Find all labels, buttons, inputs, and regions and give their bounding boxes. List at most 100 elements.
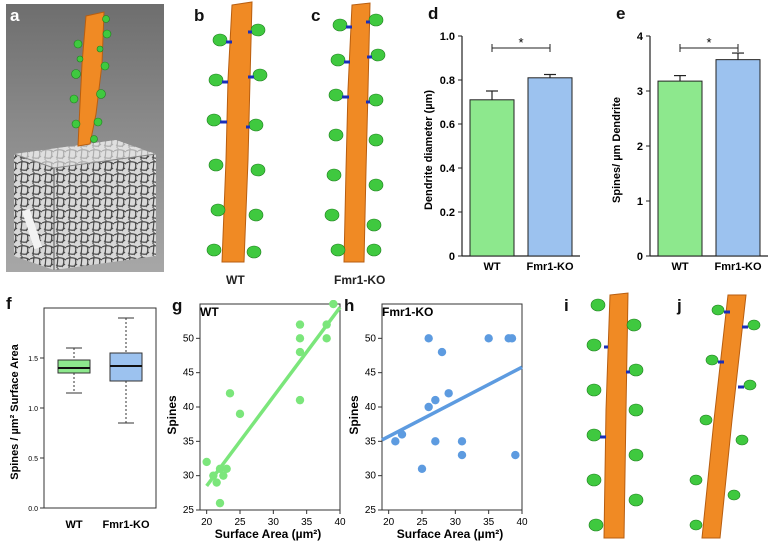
x-tick-label: 25 (234, 517, 246, 528)
x-tick-label: 20 (201, 517, 213, 528)
y-tick-label: 0.4 (440, 163, 456, 175)
y-tick-label: 0.8 (440, 75, 455, 87)
y-tick-label: 35 (183, 436, 195, 447)
y-tick-label: 1.5 (28, 356, 38, 363)
y-tick-label: 0.6 (440, 119, 455, 131)
scatter-point (511, 450, 520, 460)
x-tick-label: 25 (416, 517, 428, 528)
x-tick-label: 35 (301, 517, 313, 528)
panel-label-f: f (6, 294, 12, 313)
y-tick-label: 45 (183, 368, 195, 379)
scatter-point (215, 464, 225, 473)
y-tick-label: 0.2 (440, 207, 455, 219)
x-tick-label: 40 (516, 517, 528, 528)
scatter-point (329, 300, 338, 309)
significance-star: * (706, 35, 711, 50)
y-tick-label: 1.0 (28, 406, 38, 413)
panel-label-b: b (194, 6, 205, 25)
y-tick-label: 1.0 (440, 31, 455, 43)
panel-label-h: h (344, 296, 355, 315)
y-tick-label: 2 (637, 141, 643, 153)
y-tick-label: 40 (365, 402, 377, 413)
y-tick-label: 0.5 (28, 456, 38, 463)
x-axis-label: Surface Area (µm²) (215, 527, 322, 541)
y-tick-label: 30 (365, 471, 377, 482)
scatter-point (222, 464, 231, 473)
scatter-point (295, 347, 305, 357)
chart-scatter-ko: Fmr1-KO Spines Surface Area (µm²) 20 25 30… (347, 303, 528, 541)
scatter-point (397, 430, 407, 439)
y-tick-label: 0 (449, 251, 455, 263)
scatter-point (295, 320, 305, 329)
x-tick-label: Fmr1-KO (102, 519, 150, 531)
dendrite-render-j (689, 294, 761, 539)
regression-line (205, 306, 342, 488)
regression-line (381, 365, 523, 442)
y-tick-label: 25 (365, 505, 377, 516)
plot-frame (381, 303, 523, 511)
dendrite-render-wt (206, 1, 268, 263)
box-wt (57, 359, 91, 374)
y-tick-label: 50 (365, 333, 377, 344)
chart-title: Fmr1-KO (382, 305, 433, 319)
plot-frame (43, 307, 157, 509)
x-tick-label: WT (65, 519, 82, 531)
y-tick-label: 50 (183, 333, 195, 344)
panel-label-e: e (616, 4, 626, 23)
panel-label-c: c (311, 6, 321, 25)
dendrite-render-i (586, 292, 644, 539)
scatter-point (322, 334, 331, 343)
y-tick-label: 0 (637, 251, 643, 263)
scatter-point (235, 409, 245, 419)
bar-wt (469, 99, 515, 257)
y-tick-label: 0.0 (28, 506, 38, 513)
bar-wt (657, 80, 703, 257)
scatter-point (424, 334, 433, 343)
y-axis-label: Spines/ µm Dendrite (611, 97, 623, 203)
x-tick-label: 40 (334, 517, 346, 528)
x-tick-label: 30 (450, 517, 462, 528)
y-axis-label: Spines (347, 395, 361, 435)
scatter-point (457, 450, 467, 460)
scatter-point (507, 334, 517, 343)
scatter-point (295, 395, 305, 405)
chart-spine-density: Spines/ µm Dendrite 0 1 2 3 4 WT Fmr1-KO * (611, 31, 768, 273)
x-tick-label: WT (483, 261, 500, 273)
x-tick-label: WT (671, 261, 688, 273)
scatter-point (322, 320, 331, 329)
chart-title: WT (200, 305, 219, 319)
render-caption-wt: WT (226, 273, 245, 287)
y-tick-label: 25 (183, 505, 195, 516)
x-tick-label: Fmr1-KO (526, 261, 574, 273)
scatter-point (417, 464, 427, 473)
panel-label-a: a (10, 6, 20, 25)
significance-star: * (518, 35, 523, 50)
scatter-point (424, 402, 433, 412)
y-axis-label: Spines (165, 395, 179, 435)
scatter-point (484, 334, 493, 343)
panel-label-g: g (172, 296, 183, 315)
chart-dendrite-diameter: Dendrite diameter (µm) 0 0.2 0.4 0.6 0.8 1.0 W… (423, 31, 580, 273)
scatter-point (225, 389, 235, 398)
scatter-point (437, 347, 447, 357)
y-tick-label: 35 (365, 436, 377, 447)
scatter-point (431, 395, 440, 405)
y-tick-label: 30 (183, 471, 195, 482)
em-volume-image (6, 4, 164, 272)
scatter-point (444, 389, 453, 398)
x-tick-label: 20 (383, 517, 395, 528)
y-tick-label: 1 (637, 196, 643, 208)
y-tick-label: 45 (365, 368, 377, 379)
scatter-point (391, 437, 400, 446)
bar-ko (715, 59, 761, 257)
y-tick-label: 40 (183, 402, 195, 413)
scatter-point (212, 478, 221, 487)
bar-ko (527, 77, 573, 257)
y-tick-label: 4 (637, 31, 644, 43)
scatter-point (431, 437, 440, 446)
scatter-point (295, 334, 305, 343)
panel-label-i: i (564, 296, 569, 315)
y-tick-label: 3 (637, 86, 643, 98)
x-axis-label: Surface Area (µm²) (397, 527, 504, 541)
x-tick-label: 35 (483, 517, 495, 528)
